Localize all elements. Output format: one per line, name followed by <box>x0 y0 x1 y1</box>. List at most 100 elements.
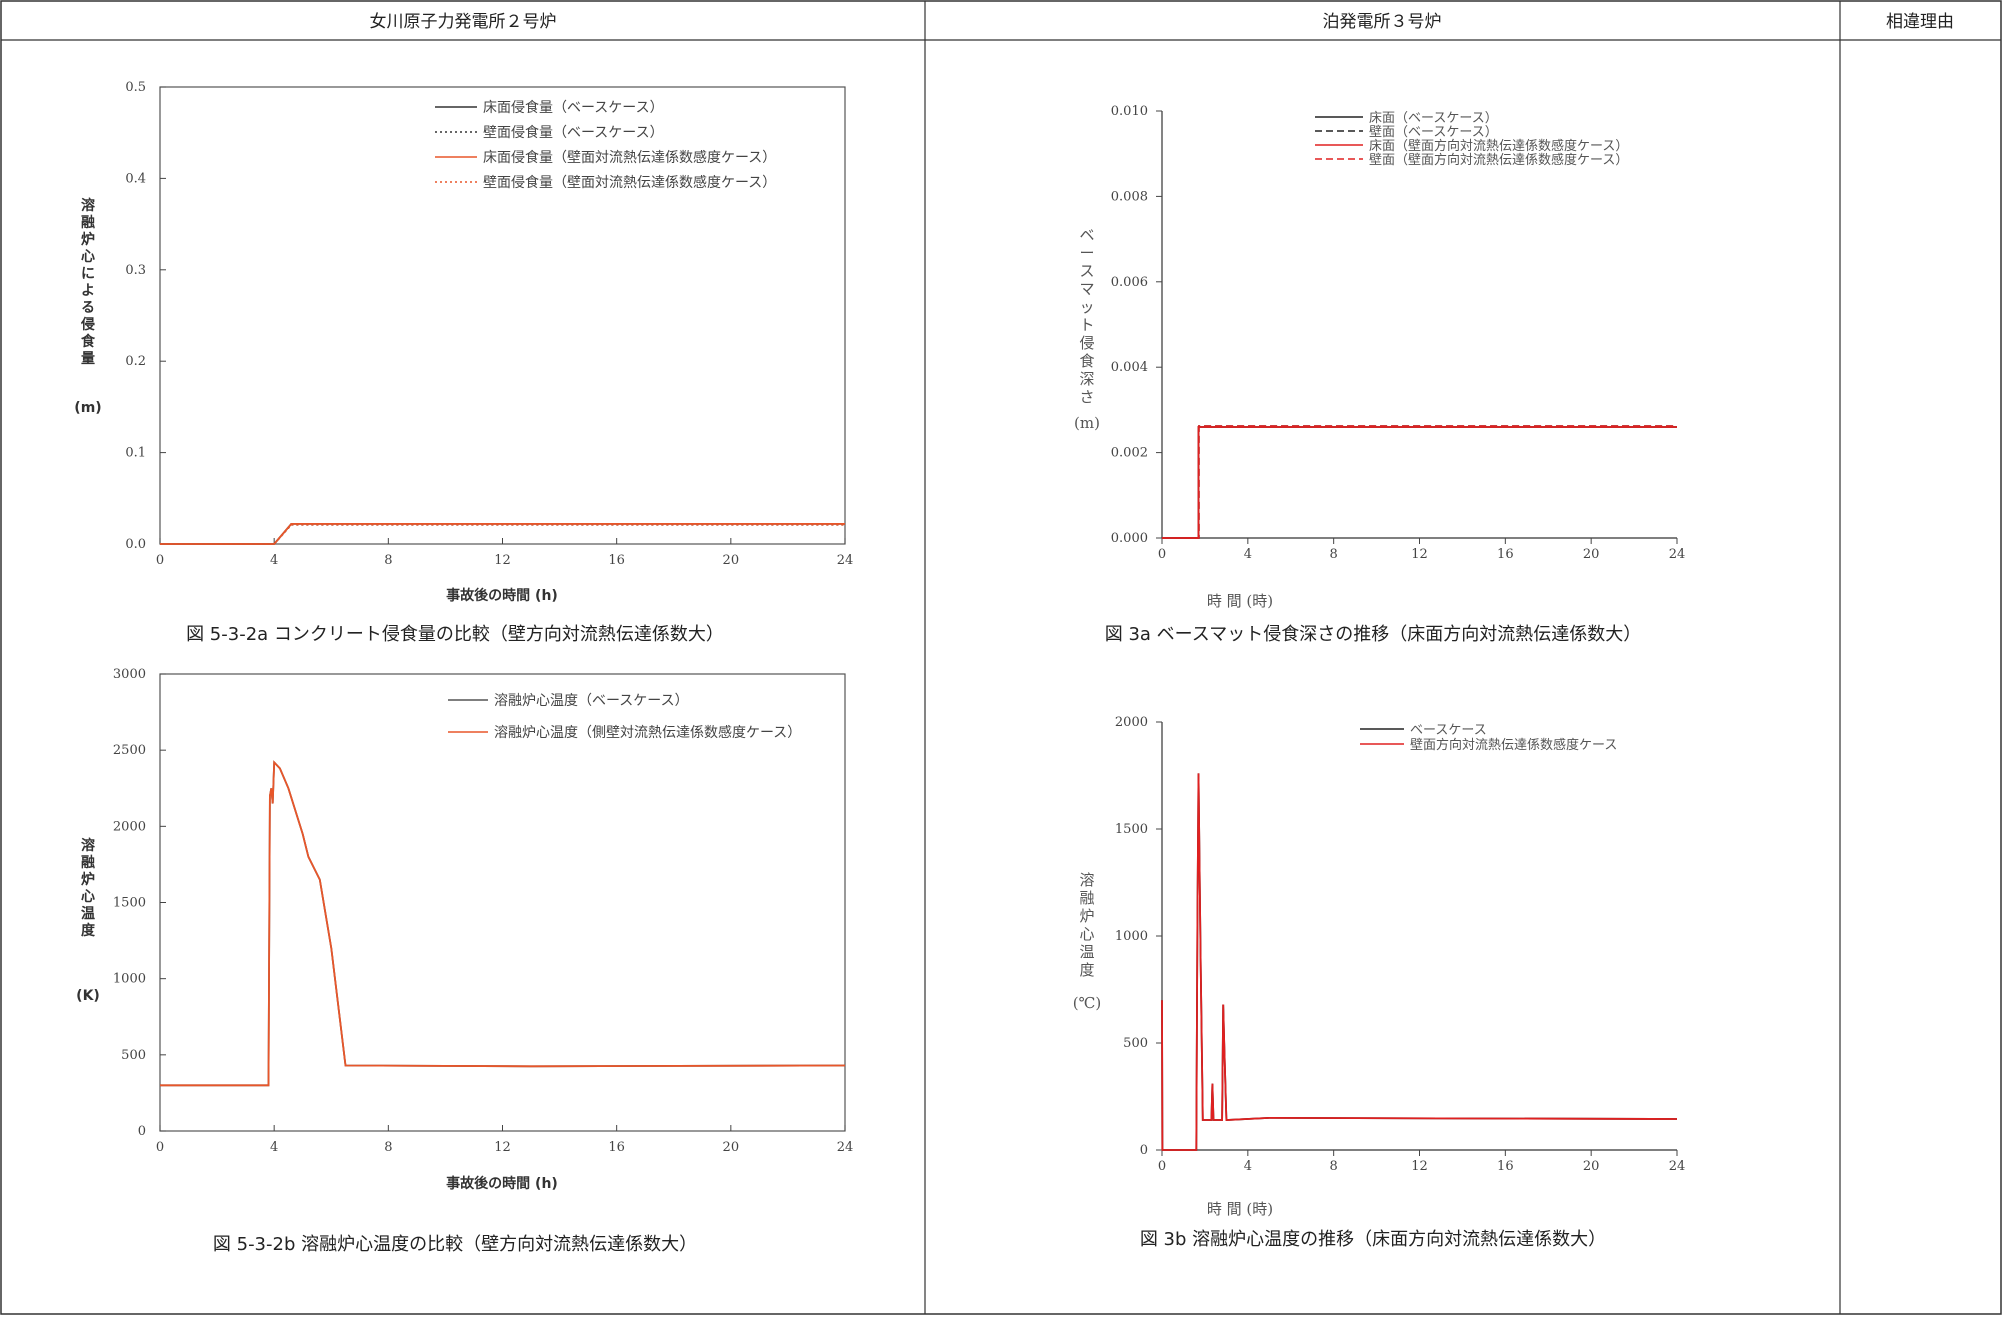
y-axis-label: 溶融炉心温度 <box>1079 871 1094 979</box>
y-tick-label: 0.010 <box>1111 104 1148 119</box>
header-tomari: 泊発電所３号炉 <box>1323 12 1442 32</box>
y-tick-label: 0.004 <box>1111 360 1148 375</box>
x-tick-label: 0 <box>156 1140 164 1155</box>
x-tick-label: 24 <box>1669 547 1686 562</box>
x-tick-label: 12 <box>1411 1159 1428 1174</box>
y-tick-label: 2000 <box>1115 715 1148 730</box>
legend-entry: 壁面侵食量（ベースケース） <box>483 124 664 141</box>
x-tick-label: 24 <box>837 1140 854 1155</box>
y-tick-label: 1000 <box>113 972 146 987</box>
y-tick-label: 0.2 <box>125 354 146 369</box>
series-line-0 <box>1162 426 1677 539</box>
y-tick-label: 500 <box>1123 1036 1148 1051</box>
x-tick-label: 4 <box>270 1140 278 1155</box>
legend-entry: 壁面（ベースケース） <box>1369 125 1498 140</box>
plot-axes <box>1161 722 1677 1151</box>
chart-temperature-tomari: 0 4 8 12 16 20 24 0 500 1000 1500 2000 時 間 (時) 溶融炉心… <box>1073 715 1686 1250</box>
series-line-0 <box>160 760 846 1087</box>
y-tick-label: 0.008 <box>1111 189 1148 204</box>
legend-entry: 床面（ベースケース） <box>1369 111 1498 126</box>
legend-entry: 床面侵食量（ベースケース） <box>483 99 664 116</box>
legend-entry: 壁面侵食量（壁面対流熱伝達係数感度ケース） <box>483 174 776 191</box>
y-tick-label: 0.4 <box>125 171 146 186</box>
series-line-1 <box>1161 773 1678 1151</box>
x-tick-label: 20 <box>723 1140 740 1155</box>
chart-erosion-tomari: 0 4 8 12 16 20 24 0.000 0.002 0.004 0.006 0.008 0.01… <box>1074 104 1685 645</box>
series-line-0 <box>1161 773 1678 1151</box>
y-tick-label: 0.000 <box>1111 531 1148 546</box>
x-tick-label: 20 <box>1583 547 1600 562</box>
legend-entry: 壁面方向対流熱伝達係数感度ケース <box>1410 737 1617 753</box>
x-tick-label: 0 <box>1158 1159 1166 1174</box>
x-tick-label: 24 <box>1669 1159 1686 1174</box>
x-tick-label: 16 <box>1497 1159 1514 1174</box>
x-tick-label: 4 <box>270 553 278 568</box>
y-tick-label: 2000 <box>113 819 146 834</box>
x-tick-label: 16 <box>1497 547 1514 562</box>
caption: 図 5-3-2b 溶融炉心温度の比較（壁方向対流熱伝達係数大） <box>213 1234 697 1255</box>
x-tick-label: 8 <box>1330 1159 1338 1174</box>
chart-temperature-onagawa: 0 4 8 12 16 20 24 0 500 1000 1500 2000 2500 3000 事故後の… <box>76 667 853 1255</box>
x-tick-label: 0 <box>156 553 164 568</box>
legend-entry: 溶融炉心温度（ベースケース） <box>494 693 689 709</box>
legend-entry: 溶融炉心温度（側壁対流熱伝達係数感度ケース） <box>494 724 801 741</box>
x-tick-label: 4 <box>1244 1159 1252 1174</box>
x-tick-label: 8 <box>384 553 392 568</box>
y-tick-label: 0.1 <box>125 446 146 461</box>
y-tick-label: 1000 <box>1115 929 1148 944</box>
y-axis-label: 溶融炉心温度 <box>81 837 96 939</box>
x-tick-label: 20 <box>1583 1159 1600 1174</box>
x-axis-label: 事故後の時間 (h) <box>446 1175 558 1192</box>
x-tick-label: 12 <box>494 1140 511 1155</box>
x-tick-label: 20 <box>723 553 740 568</box>
x-tick-label: 24 <box>837 553 854 568</box>
y-tick-label: 1500 <box>113 896 146 911</box>
y-axis-label: 溶融炉心による侵食量 <box>80 197 96 367</box>
plot-frame <box>159 673 846 1132</box>
x-tick-label: 16 <box>608 553 625 568</box>
x-tick-label: 8 <box>1330 547 1338 562</box>
y-tick-label: 0.5 <box>125 80 146 95</box>
y-tick-label: 0.006 <box>1111 275 1148 290</box>
y-tick-label: 0 <box>138 1124 146 1139</box>
x-tick-label: 0 <box>1158 547 1166 562</box>
y-tick-label: 0 <box>1140 1143 1148 1158</box>
x-axis-label: 時 間 (時) <box>1207 1200 1273 1218</box>
legend-entry: 床面（壁面方向対流熱伝達係数感度ケース） <box>1369 138 1628 154</box>
caption: 図 3b 溶融炉心温度の推移（床面方向対流熱伝達係数大） <box>1140 1229 1606 1250</box>
y-axis-unit: (m) <box>74 400 101 416</box>
legend-entry: ベースケース <box>1410 723 1487 738</box>
y-tick-label: 500 <box>121 1048 146 1063</box>
series-line-1 <box>1162 425 1677 539</box>
x-tick-label: 4 <box>1244 547 1252 562</box>
header-onagawa: 女川原子力発電所２号炉 <box>370 12 557 32</box>
caption: 図 5-3-2a コンクリート侵食量の比較（壁方向対流熱伝達係数大） <box>186 624 724 645</box>
series-line-1 <box>160 760 846 1087</box>
series-line-3 <box>160 523 845 545</box>
series-line-2 <box>1162 426 1677 539</box>
series-line-3 <box>1162 425 1677 539</box>
y-axis-unit: (m) <box>1074 414 1100 432</box>
y-axis-label: ベースマット侵食深さ <box>1079 226 1094 406</box>
x-tick-label: 12 <box>494 553 511 568</box>
chart-erosion-onagawa: 0 4 8 12 16 20 24 0.0 0.1 0.2 0.3 0.4 0.5 事故後の時間 (h)… <box>74 80 853 645</box>
caption: 図 3a ベースマット侵食深さの推移（床面方向対流熱伝達係数大） <box>1105 624 1641 645</box>
x-axis-label: 事故後の時間 (h) <box>446 587 558 604</box>
legend-entry: 壁面（壁面方向対流熱伝達係数感度ケース） <box>1369 152 1628 168</box>
series-line-2 <box>160 523 845 545</box>
y-tick-label: 0.002 <box>1111 446 1148 461</box>
y-tick-label: 2500 <box>113 743 146 758</box>
plot-axes <box>1161 111 1677 539</box>
x-tick-label: 8 <box>384 1140 392 1155</box>
header-reason: 相違理由 <box>1886 12 1954 32</box>
y-tick-label: 1500 <box>1115 822 1148 837</box>
y-axis-unit: (℃) <box>1073 994 1101 1012</box>
y-tick-label: 3000 <box>113 667 146 682</box>
y-tick-label: 0.3 <box>125 263 146 278</box>
y-axis-unit: (K) <box>76 988 100 1004</box>
x-axis-label: 時 間 (時) <box>1207 592 1273 610</box>
legend-entry: 床面侵食量（壁面対流熱伝達係数感度ケース） <box>483 149 776 166</box>
x-tick-label: 16 <box>608 1140 625 1155</box>
